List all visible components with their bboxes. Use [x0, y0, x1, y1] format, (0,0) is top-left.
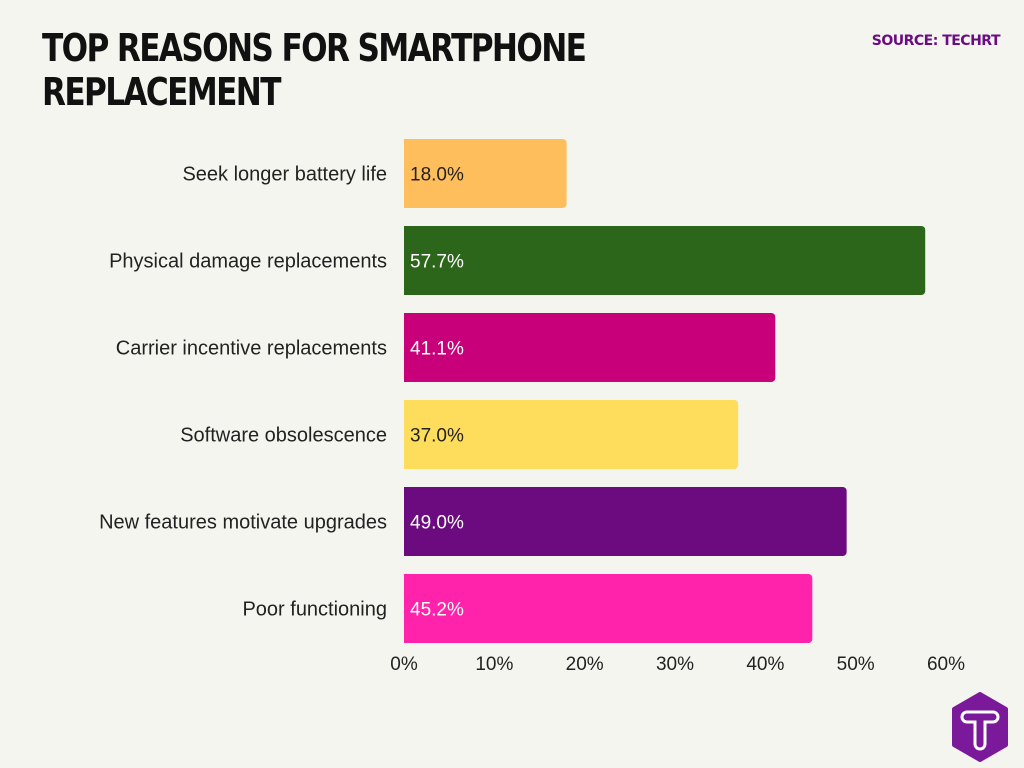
- x-tick-label: 60%: [927, 654, 965, 675]
- bar: [404, 313, 776, 382]
- bar-left-edge: [404, 487, 410, 556]
- category-label: Software obsolescence: [180, 425, 387, 447]
- value-label: 37.0%: [410, 426, 464, 447]
- category-label: New features motivate upgrades: [99, 512, 387, 534]
- bar: [404, 226, 926, 295]
- bar: [404, 139, 567, 208]
- category-label: Carrier incentive replacements: [116, 338, 387, 360]
- x-tick-label: 40%: [746, 654, 784, 675]
- category-label: Physical damage replacements: [109, 251, 387, 273]
- value-label: 45.2%: [410, 600, 464, 621]
- value-label: 57.7%: [410, 252, 464, 273]
- logo-icon: [952, 692, 1008, 762]
- category-label: Seek longer battery life: [182, 164, 387, 186]
- bar-left-edge: [404, 226, 410, 295]
- x-tick-label: 10%: [475, 654, 513, 675]
- bar-left-edge: [404, 313, 410, 382]
- value-label: 41.1%: [410, 339, 464, 360]
- chart-title: TOP REASONS FOR SMARTPHONE REPLACEMENT: [42, 26, 587, 114]
- value-label: 49.0%: [410, 513, 464, 534]
- bar: [404, 487, 847, 556]
- x-tick-label: 50%: [837, 654, 875, 675]
- source-label: SOURCE: TECHRT: [871, 33, 1001, 49]
- bar: [404, 574, 813, 643]
- x-tick-label: 20%: [566, 654, 604, 675]
- x-tick-label: 0%: [390, 654, 418, 675]
- bar: [404, 400, 739, 469]
- value-label: 18.0%: [410, 165, 464, 186]
- bar-left-edge: [404, 139, 410, 208]
- x-tick-label: 30%: [656, 654, 694, 675]
- category-label: Poor functioning: [242, 599, 387, 621]
- bar-left-edge: [404, 574, 410, 643]
- bar-left-edge: [404, 400, 410, 469]
